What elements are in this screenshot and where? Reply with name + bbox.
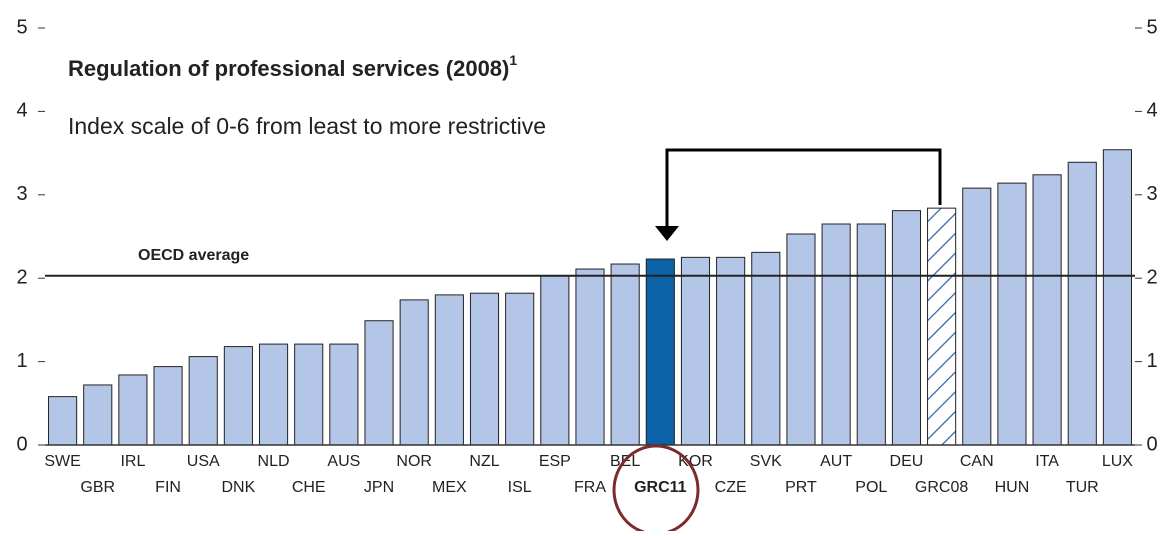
bar [891, 210, 922, 446]
x-tick-label: GRC08 [915, 479, 968, 496]
bar [294, 343, 324, 446]
bar [258, 343, 289, 446]
bar [329, 343, 359, 446]
bar [399, 299, 429, 446]
bar [680, 256, 711, 446]
x-tick-label: DNK [221, 479, 255, 496]
y2-tick-label: 1 [1146, 350, 1157, 372]
chart-title: Regulation of professional services (200… [68, 52, 517, 81]
bar [716, 256, 746, 446]
x-tick-label: FIN [155, 479, 181, 496]
bar [188, 356, 218, 446]
x-tick-label: AUS [327, 453, 360, 470]
x-tick-label: MEX [432, 479, 467, 496]
x-tick-label: NOR [396, 453, 432, 470]
x-tick-label: SVK [750, 453, 782, 470]
bar [856, 223, 886, 446]
x-tick-label: PRT [785, 479, 817, 496]
x-tick-label: KOR [678, 453, 713, 470]
title-note: 1 [509, 52, 517, 68]
bar [505, 292, 535, 446]
bar [610, 263, 640, 446]
bar [434, 294, 464, 446]
y2-tick-label: 4 [1146, 100, 1157, 122]
x-tick-label: CZE [715, 479, 747, 496]
arrow [665, 148, 942, 230]
bar [927, 207, 957, 446]
x-tick-label: ISL [508, 479, 532, 496]
arrow-head [655, 226, 679, 241]
y-tick-label: 1 [16, 350, 27, 372]
bar [364, 320, 394, 446]
y-tick-label: 4 [16, 100, 27, 122]
x-tick-label: FRA [574, 479, 606, 496]
chart-subtitle: Index scale of 0-6 from least to more re… [68, 113, 546, 139]
x-tick-label: IRL [120, 453, 145, 470]
y-tick-label: 2 [16, 266, 27, 288]
bar [751, 251, 781, 446]
reference-label: OECD average [138, 247, 249, 264]
bar [997, 182, 1027, 446]
x-tick-label: POL [855, 479, 887, 496]
x-tick-label: USA [187, 453, 220, 470]
y2-tick-label: 5 [1146, 16, 1157, 38]
bar [645, 258, 675, 446]
bar [1102, 149, 1132, 446]
x-tick-label: JPN [364, 479, 394, 496]
x-tick-label: GBR [80, 479, 115, 496]
bar [1032, 174, 1062, 446]
bar [1067, 161, 1097, 446]
y2-tick-label: 3 [1146, 183, 1157, 205]
x-tick-label: GRC11 [634, 479, 687, 496]
bar [540, 275, 570, 446]
x-tick-label: CHE [292, 479, 326, 496]
bar [83, 384, 113, 446]
y2-tick-label: 2 [1146, 266, 1157, 288]
x-tick-label: AUT [820, 453, 852, 470]
bar [223, 346, 253, 446]
x-tick-label: ESP [539, 453, 571, 470]
bar [153, 366, 183, 446]
y-tick-label: 3 [16, 183, 27, 205]
bar [118, 374, 148, 446]
bar [821, 223, 851, 446]
x-tick-label: CAN [960, 453, 994, 470]
bar [962, 187, 992, 446]
title-text: Regulation of professional services (200… [68, 56, 509, 81]
bar [469, 292, 500, 446]
bar [575, 268, 605, 446]
x-tick-label: SWE [44, 453, 80, 470]
x-tick-label: ITA [1035, 453, 1059, 470]
y2-tick-label: 0 [1146, 433, 1157, 455]
bar [48, 396, 78, 446]
x-tick-label: NLD [258, 453, 290, 470]
x-tick-label: NZL [469, 453, 499, 470]
x-tick-label: DEU [890, 453, 924, 470]
x-tick-label: TUR [1066, 479, 1099, 496]
x-tick-label: LUX [1102, 453, 1133, 470]
y-tick-label: 0 [16, 433, 27, 455]
y-tick-label: 5 [16, 16, 27, 38]
bar [786, 233, 816, 446]
x-tick-label: HUN [995, 479, 1030, 496]
